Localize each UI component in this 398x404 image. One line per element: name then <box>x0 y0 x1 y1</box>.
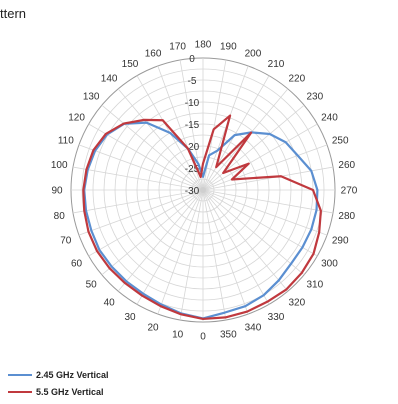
angle-tick-label: 240 <box>321 113 338 124</box>
grid-spoke <box>179 189 204 321</box>
grid-spoke <box>101 104 204 191</box>
grid-spoke <box>78 189 204 236</box>
angle-tick-label: 100 <box>51 160 68 171</box>
legend-swatch-2-45ghz <box>8 373 32 376</box>
grid-spoke <box>101 189 204 276</box>
angle-tick-label: 10 <box>172 329 184 340</box>
grid-spoke <box>72 189 204 214</box>
radial-tick-label: -5 <box>188 76 197 87</box>
angle-tick-label: 330 <box>268 312 285 323</box>
angle-tick-label: 140 <box>101 74 118 85</box>
angle-tick-label: 90 <box>51 186 63 197</box>
grid-spoke <box>136 189 204 305</box>
grid-spoke <box>157 65 204 191</box>
angle-tick-label: 230 <box>306 92 323 103</box>
grid-spoke <box>117 88 204 191</box>
grid-spoke <box>202 189 334 214</box>
angle-tick-label: 280 <box>338 211 355 222</box>
angle-tick-label: 180 <box>195 40 212 51</box>
angle-tick-label: 220 <box>289 74 306 85</box>
grid-spoke <box>202 189 249 315</box>
angle-tick-label: 200 <box>245 48 262 59</box>
angle-tick-label: 350 <box>220 329 237 340</box>
legend-item-2-45ghz: 2.45 GHz Vertical <box>8 366 109 383</box>
chart-title: ttern <box>0 6 27 21</box>
grid-spoke <box>202 189 318 257</box>
angle-tick-label: 150 <box>122 59 139 70</box>
angle-tick-label: 20 <box>148 323 160 334</box>
angle-tick-label: 110 <box>58 136 74 147</box>
radial-tick-label: -30 <box>185 186 200 197</box>
radial-tick-labels: -30 -25 -20 -15 -10 -5 0 <box>185 54 200 197</box>
series-lines <box>82 114 322 321</box>
angle-tick-label: 320 <box>289 297 306 308</box>
grid-spoke <box>157 189 204 315</box>
series-line-0 <box>83 121 319 320</box>
series-line-1 <box>82 114 322 321</box>
grid-spoke <box>202 189 227 321</box>
angle-tick-label: 60 <box>71 259 83 270</box>
angle-tick-label: 210 <box>268 59 285 70</box>
legend-label-2-45ghz: 2.45 GHz Vertical <box>36 369 109 380</box>
angle-tick-label: 190 <box>220 42 237 53</box>
grid-spoke <box>202 189 328 236</box>
legend-swatch-5-5ghz <box>8 390 32 393</box>
radial-tick-label: -25 <box>185 164 200 175</box>
angle-tick-label: 300 <box>321 259 338 270</box>
angle-tick-label: 130 <box>83 92 100 103</box>
legend-item-5-5ghz: 5.5 GHz Vertical <box>8 383 109 400</box>
center-hub <box>200 187 206 193</box>
angle-tick-label: 50 <box>86 279 98 290</box>
angle-tick-label: 70 <box>60 235 72 246</box>
angle-tick-label: 290 <box>332 235 349 246</box>
angle-tick-label: 310 <box>306 279 323 290</box>
grid-spoke <box>88 189 204 257</box>
grid-spoke <box>202 59 227 191</box>
angle-tick-label: 80 <box>54 211 66 222</box>
grid-spoke <box>202 144 328 191</box>
grid-spoke <box>202 189 305 276</box>
angle-tick-label: 270 <box>341 186 358 197</box>
grid-spoke <box>202 65 249 191</box>
radial-tick-label: -20 <box>185 142 200 153</box>
angle-tick-label: 40 <box>104 297 116 308</box>
angle-tick-label: 0 <box>200 332 206 343</box>
legend-label-5-5ghz: 5.5 GHz Vertical <box>36 386 104 397</box>
grid-spoke <box>202 104 305 191</box>
grid-spoke <box>78 144 204 191</box>
angle-tick-label: 170 <box>169 42 186 53</box>
angle-tick-label: 120 <box>68 113 85 124</box>
angle-tick-label: 30 <box>124 312 136 323</box>
grid-spoke <box>117 189 204 292</box>
angle-tick-label: 260 <box>338 160 355 171</box>
radial-tick-label: 0 <box>189 54 195 65</box>
grid-spoke <box>202 189 289 292</box>
legend: 2.45 GHz Vertical 5.5 GHz Vertical <box>8 366 109 400</box>
grid-spoke <box>202 75 270 191</box>
radial-tick-label: -15 <box>185 120 200 131</box>
radial-tick-label: -10 <box>185 98 200 109</box>
grid-spoke <box>202 189 270 305</box>
polar-grid <box>70 57 336 323</box>
angle-tick-label: 250 <box>332 136 349 147</box>
grid-spoke <box>72 166 204 191</box>
grid-spoke <box>202 123 318 191</box>
angle-tick-label: 340 <box>245 323 262 334</box>
angle-tick-label: 160 <box>145 48 162 59</box>
